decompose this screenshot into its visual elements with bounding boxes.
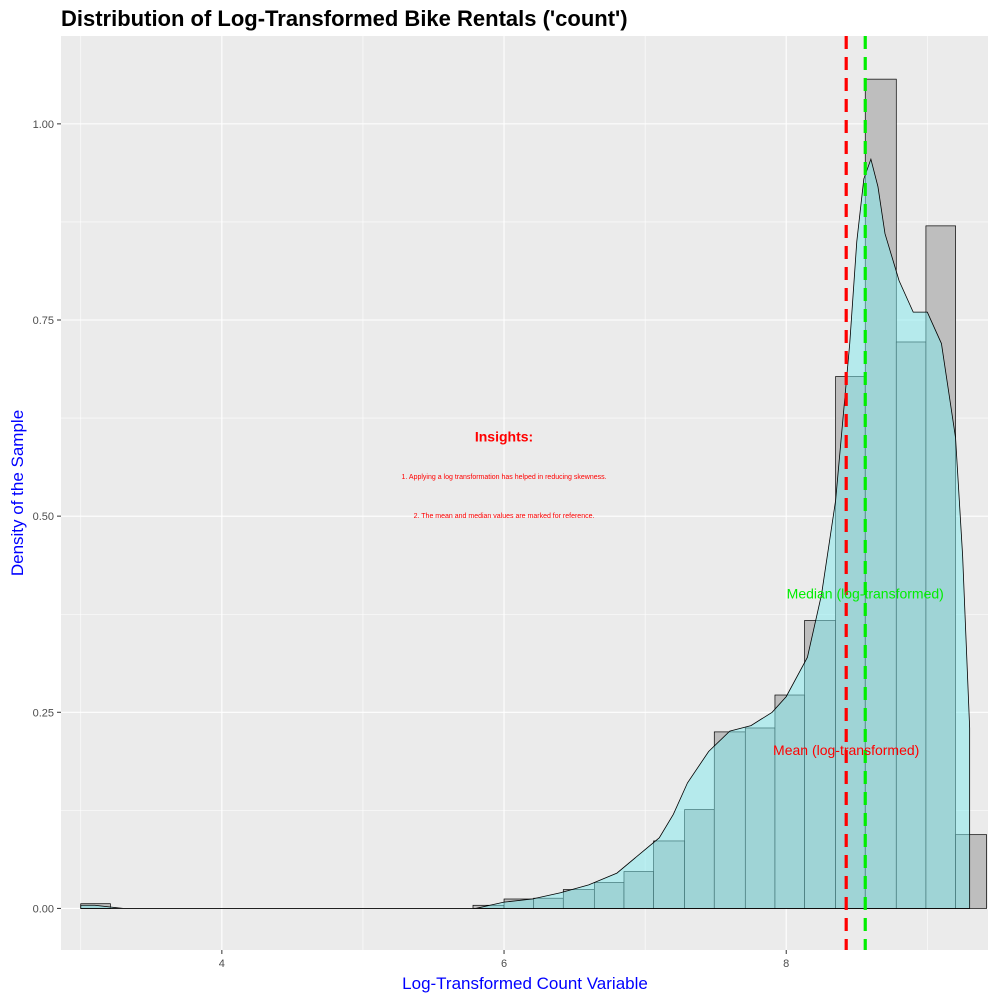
insight-2-text: 2. The mean and median values are marked… <box>414 513 595 520</box>
x-tick-label-0: 4 <box>219 958 225 970</box>
y-tick-label-2: 0.50 <box>33 511 54 523</box>
y-tick-label-3: 0.75 <box>33 315 54 327</box>
chart-title: Distribution of Log-Transformed Bike Ren… <box>61 6 628 31</box>
median-label: Median (log-transformed) <box>787 585 944 601</box>
insight-1-text: 1. Applying a log transformation has hel… <box>402 474 607 481</box>
axis-ticks: 4 6 8 0.00 0.25 0.50 0.75 1.00 <box>33 119 790 970</box>
y-tick-label-1: 0.25 <box>33 707 54 719</box>
y-tick-label-4: 1.00 <box>33 119 54 131</box>
insights-title: Insights: <box>475 428 533 444</box>
grid-minor <box>61 36 988 950</box>
y-axis-title: Density of the Sample <box>8 410 27 576</box>
x-tick-label-2: 8 <box>783 958 789 970</box>
x-tick-label-1: 6 <box>501 958 507 970</box>
mean-label: Mean (log-transformed) <box>773 742 919 758</box>
x-axis-title: Log-Transformed Count Variable <box>402 974 648 993</box>
density-curve <box>80 157 971 909</box>
y-tick-label-0: 0.00 <box>33 903 54 915</box>
